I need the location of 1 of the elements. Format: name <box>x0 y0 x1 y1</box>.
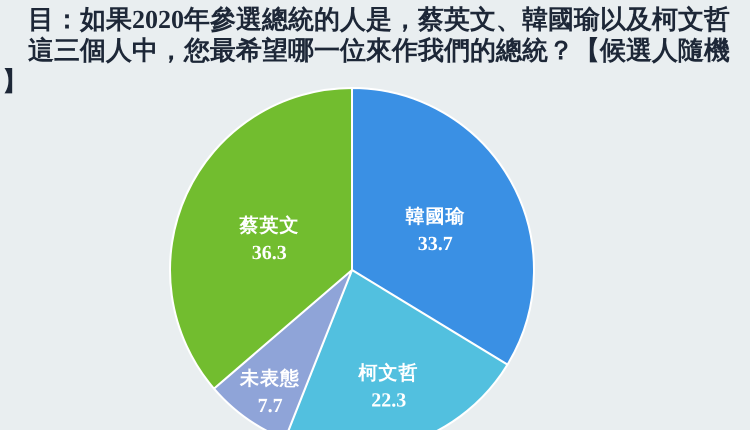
title: 目：如果2020年參選總統的人是，蔡英文、韓國瑜以及柯文哲這三個人中，您最希望哪一位來作我們的總統？【候選人隨機】 <box>2 5 730 96</box>
